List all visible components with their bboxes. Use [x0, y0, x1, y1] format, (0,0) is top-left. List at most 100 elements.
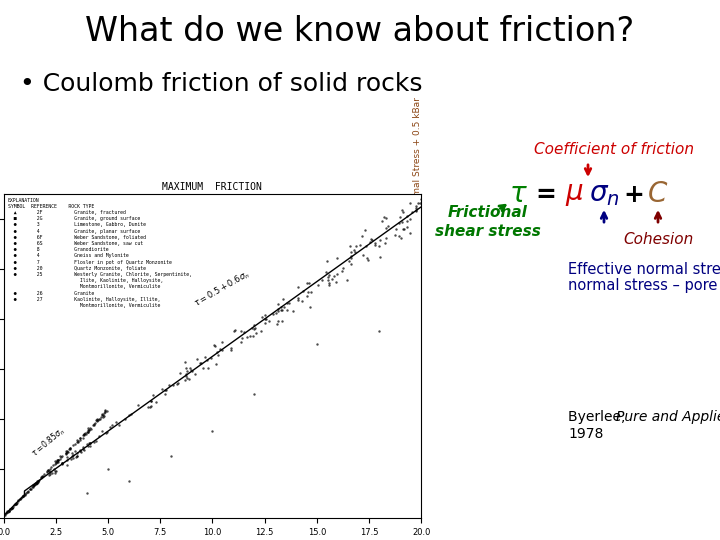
Point [345, 247, 356, 256]
Point [209, 342, 220, 350]
Point [110, 418, 122, 427]
Point [297, 287, 308, 295]
Point [94, 432, 105, 441]
Point [15, 494, 27, 503]
Point [88, 421, 99, 429]
Point [415, 195, 427, 204]
Point [44, 465, 55, 474]
Point [189, 370, 201, 379]
Point [3, 507, 14, 515]
Point [235, 327, 247, 335]
Point [36, 472, 48, 481]
Point [47, 469, 58, 477]
Point [3, 507, 14, 515]
Point [1, 508, 13, 517]
Point [77, 434, 89, 442]
Point [88, 438, 99, 447]
Point [53, 456, 64, 464]
Point [5, 505, 17, 514]
Point [379, 239, 390, 248]
Point [81, 489, 93, 498]
Point [311, 340, 323, 348]
Point [378, 213, 390, 222]
Point [51, 458, 63, 467]
Point [74, 436, 86, 444]
Point [395, 213, 406, 221]
Point [24, 485, 35, 494]
Point [393, 232, 405, 240]
Point [359, 226, 371, 234]
Text: • Coulomb friction of solid rocks: • Coulomb friction of solid rocks [20, 72, 423, 96]
Point [69, 440, 81, 448]
Text: $C$: $C$ [647, 181, 669, 208]
Point [132, 401, 144, 409]
Point [50, 458, 62, 467]
Point [183, 375, 194, 383]
Point [61, 456, 73, 464]
Point [346, 260, 357, 269]
Point [57, 458, 68, 467]
Point [35, 474, 47, 482]
Point [30, 478, 42, 487]
Point [62, 448, 73, 456]
Point [6, 504, 17, 512]
Point [246, 324, 258, 333]
Text: Effective normal stress =: Effective normal stress = [568, 262, 720, 277]
Point [99, 412, 110, 421]
Point [91, 416, 102, 425]
Point [263, 317, 274, 326]
Point [380, 213, 392, 222]
Point [373, 241, 384, 250]
Point [369, 241, 381, 249]
Point [83, 426, 94, 434]
Point [72, 437, 84, 446]
Point [322, 276, 333, 285]
Point [8, 501, 19, 510]
Point [2, 507, 14, 516]
Point [376, 217, 387, 225]
Point [179, 376, 190, 384]
Point [78, 446, 90, 454]
Point [211, 348, 222, 356]
Point [276, 305, 287, 314]
Point [410, 206, 422, 214]
Point [216, 346, 228, 354]
Point [101, 429, 112, 438]
Text: normal stress – pore pressure: normal stress – pore pressure [568, 278, 720, 293]
Point [95, 413, 107, 422]
Point [85, 424, 96, 433]
Point [179, 357, 191, 366]
Point [96, 411, 107, 420]
Point [374, 327, 385, 336]
Point [44, 470, 55, 479]
Point [316, 276, 328, 285]
Point [53, 456, 64, 464]
Text: Cohesion: Cohesion [623, 233, 693, 247]
Point [52, 456, 63, 464]
Point [80, 430, 91, 438]
Point [17, 492, 29, 501]
Point [292, 283, 304, 292]
Point [0, 509, 12, 518]
Point [390, 231, 401, 239]
Point [73, 437, 84, 445]
Point [259, 314, 271, 323]
Point [57, 458, 68, 467]
Point [323, 273, 334, 282]
Point [17, 492, 29, 501]
Point [25, 484, 37, 493]
Point [156, 385, 168, 394]
Point [271, 320, 282, 328]
Point [27, 482, 39, 491]
Point [281, 299, 292, 308]
Point [53, 456, 64, 464]
Point [6, 504, 17, 512]
Point [360, 242, 372, 251]
Point [14, 495, 26, 503]
Point [89, 418, 100, 427]
Point [99, 408, 111, 416]
Point [145, 397, 157, 406]
Point [113, 421, 125, 429]
Point [272, 305, 284, 313]
Point [251, 329, 262, 338]
